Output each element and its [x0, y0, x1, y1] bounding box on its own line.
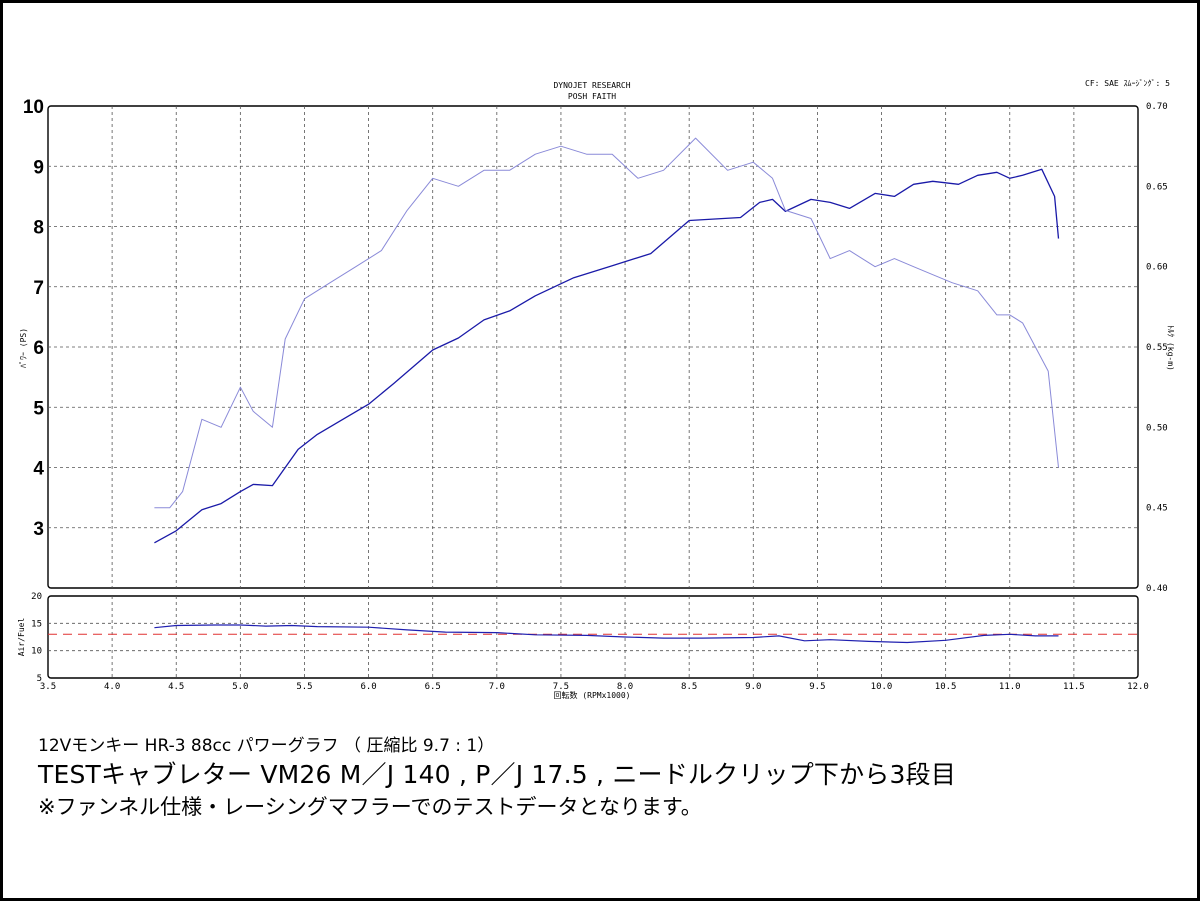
x-tick-label: 9.5 [809, 682, 825, 692]
afr-grid [48, 596, 1138, 678]
caption-line2: TESTキャブレター VM26 M／J 140 , P／J 17.5 , ニード… [38, 760, 957, 789]
x-tick-label: 5.5 [296, 682, 312, 692]
x-tick-label: 6.0 [360, 682, 376, 692]
power-line [154, 168, 1060, 544]
left-tick-label: 3 [33, 519, 44, 540]
afr-series-group [48, 624, 1138, 644]
main-left-tick-labels: 3 4 5 6 7 8 9 10 [23, 97, 45, 540]
caption-line3: ※ファンネル仕様・レーシングマフラーでのテストデータとなります。 [38, 795, 702, 819]
afr-line [154, 624, 1059, 644]
afr-axis-label: Air/Fuel [17, 618, 26, 657]
x-axis-label: 回転数 (RPMx1000) [554, 690, 631, 700]
left-tick-label: 5 [33, 398, 44, 419]
x-tick-label: 4.5 [168, 682, 184, 692]
x-tick-label: 4.0 [104, 682, 120, 692]
left-tick-label: 8 [33, 218, 44, 239]
y-axis-label-left: ﾊﾟﾜｰ (PS) [19, 328, 28, 368]
right-tick-label: 0.50 [1146, 423, 1168, 433]
cf-label: CF: SAE ｽﾑｰｼﾞﾝｸﾞ: 5 [1085, 79, 1170, 88]
right-tick-label: 0.40 [1146, 584, 1168, 594]
chart-title-line1: DYNOJET RESEARCH [553, 81, 630, 90]
x-tick-label: 10.5 [935, 682, 957, 692]
x-tick-label: 7.5 [553, 682, 569, 692]
left-tick-label: 10 [23, 97, 44, 118]
afr-y-tick-label: 5 [37, 674, 42, 684]
x-tick-label: 9.0 [745, 682, 761, 692]
afr-y-tick-label: 20 [31, 592, 42, 602]
main-right-tick-labels: 0.40 0.45 0.50 0.55 0.60 0.65 0.70 [1146, 102, 1168, 594]
afr-y-tick-label: 10 [31, 647, 42, 657]
x-tick-label: 8.5 [681, 682, 697, 692]
x-tick-label: 6.5 [425, 682, 441, 692]
right-tick-label: 0.55 [1146, 343, 1168, 353]
left-tick-label: 9 [33, 157, 44, 178]
main-grid [48, 106, 1138, 588]
right-tick-label: 0.65 [1146, 182, 1168, 192]
x-tick-label: 5.0 [232, 682, 248, 692]
x-tick-labels: 3.5 4.0 4.5 5.0 5.5 6.0 6.5 7.0 7.5 8.0 8.5 9.0 9.5 1… [40, 682, 1149, 692]
left-tick-label: 4 [33, 459, 44, 480]
main-series-group [154, 137, 1060, 544]
x-tick-label: 7.0 [489, 682, 505, 692]
x-tick-label: 8.0 [617, 682, 633, 692]
left-tick-label: 7 [33, 278, 44, 299]
dyno-chart: DYNOJET RESEARCH POSH FAITH CF: SAE ｽﾑｰｼ… [17, 79, 1175, 700]
caption-line1: 12Vモンキー HR-3 88cc パワーグラフ （ 圧縮比 9.7 : 1） [38, 736, 495, 756]
right-tick-label: 0.45 [1146, 504, 1168, 514]
afr-plot-frame [47, 595, 1139, 679]
chart-title-line2: POSH FAITH [568, 92, 616, 101]
afr-y-tick-label: 15 [31, 619, 42, 629]
y-axis-label-right: ﾄﾙｸ (kg-m) [1166, 325, 1175, 371]
right-tick-label: 0.70 [1146, 102, 1168, 112]
x-tick-label: 11.0 [999, 682, 1021, 692]
torque-line [154, 137, 1059, 509]
x-tick-label: 10.0 [871, 682, 893, 692]
x-tick-label: 12.0 [1127, 682, 1149, 692]
afr-y-tick-labels: 5 10 15 20 [31, 592, 42, 684]
x-tick-label: 11.5 [1063, 682, 1085, 692]
left-tick-label: 6 [33, 338, 44, 359]
right-tick-label: 0.60 [1146, 263, 1168, 273]
x-tick-label: 3.5 [40, 682, 56, 692]
